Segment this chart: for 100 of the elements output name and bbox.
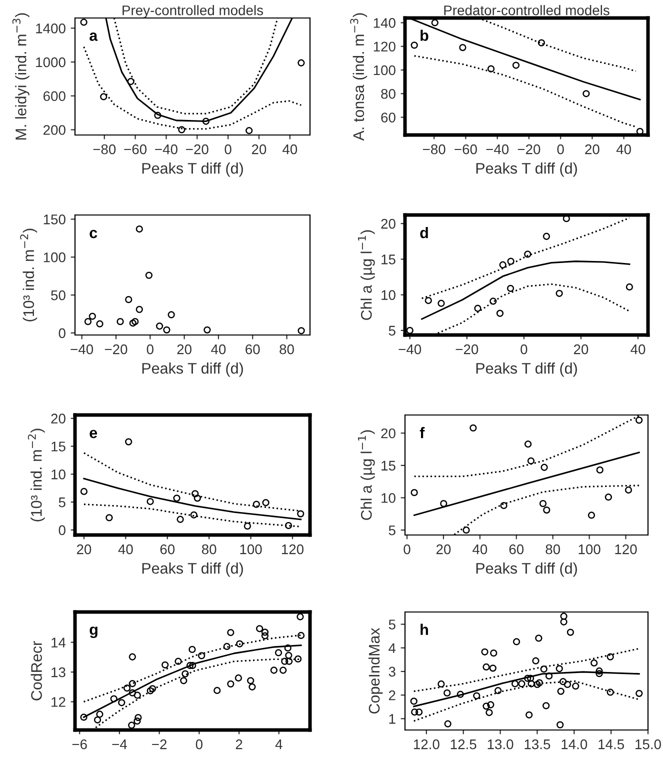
y-tick-label: 10 bbox=[382, 290, 396, 300]
x-tick-label: 20 bbox=[252, 144, 266, 154]
y-tick-label: 13 bbox=[52, 667, 66, 678]
x-tick-label: 0 bbox=[557, 144, 564, 154]
y-axis-title: Chl a (µg l$^{−1}$) bbox=[358, 430, 375, 520]
y-tick-label: 10 bbox=[382, 493, 396, 503]
y-tick-label: 80 bbox=[381, 88, 396, 99]
x-tick-label: −4 bbox=[112, 740, 127, 750]
y-tick-label: 200 bbox=[44, 125, 66, 135]
x-tick-label: 14.5 bbox=[598, 740, 624, 750]
annotation: c bbox=[90, 230, 98, 238]
x-tick-label: 15.0 bbox=[636, 739, 661, 750]
x-tick-label: −40 bbox=[486, 144, 509, 154]
x-tick-label: −20 bbox=[104, 344, 128, 354]
annotation: e bbox=[90, 430, 98, 438]
x-tick-label: 60 bbox=[160, 544, 175, 554]
x-axis-title: Peaks T diff (d) bbox=[476, 162, 577, 177]
y-tick-label: 100 bbox=[374, 65, 396, 76]
x-tick-label: 40 bbox=[472, 544, 488, 554]
y-tick-label: 10 bbox=[52, 469, 66, 480]
x-tick-label: −6 bbox=[72, 739, 87, 750]
x-tick-label: 0 bbox=[520, 344, 528, 354]
x-tick-label: 13.0 bbox=[488, 739, 514, 750]
x-tick-label: 80 bbox=[280, 344, 294, 354]
x-tick-label: −40 bbox=[398, 344, 422, 354]
annotation: d bbox=[420, 227, 428, 238]
y-tick-label: 1 bbox=[389, 714, 396, 724]
y-axis-title: (10³ ind. m$^{−2}$) bbox=[28, 428, 45, 522]
x-tick-label: 20 bbox=[585, 144, 600, 154]
x-tick-label: 100 bbox=[240, 544, 262, 554]
x-tick-label: −80 bbox=[93, 144, 116, 154]
chart-title: Predator-controlled models bbox=[444, 5, 610, 16]
y-tick-label: 20 bbox=[381, 218, 396, 229]
y-tick-label: 0 bbox=[58, 328, 66, 338]
y-tick-label: 15 bbox=[52, 442, 66, 452]
x-tick-label: −60 bbox=[454, 144, 477, 154]
y-tick-label: 14 bbox=[52, 638, 66, 648]
x-tick-label: 40 bbox=[118, 544, 133, 554]
x-tick-label: 20 bbox=[76, 544, 92, 554]
y-tick-label: 20 bbox=[51, 414, 66, 424]
y-tick-label: 600 bbox=[44, 91, 66, 102]
y-tick-label: 0 bbox=[58, 525, 66, 536]
x-tick-label: 40 bbox=[630, 344, 646, 354]
y-tick-label: 5 bbox=[58, 498, 66, 508]
y-tick-label: 120 bbox=[374, 42, 396, 52]
x-tick-label: 120 bbox=[282, 544, 304, 554]
x-tick-label: −40 bbox=[70, 344, 94, 354]
x-axis-title: Peaks T diff (d) bbox=[142, 362, 243, 377]
x-tick-label: 0 bbox=[224, 144, 232, 154]
y-tick-label: 60 bbox=[381, 112, 396, 122]
x-tick-label: 80 bbox=[546, 544, 560, 554]
x-tick-label: 20 bbox=[177, 344, 192, 354]
x-tick-label: −2 bbox=[152, 739, 167, 750]
annotation: b bbox=[420, 30, 428, 41]
x-tick-label: 20 bbox=[574, 344, 588, 354]
x-tick-label: −40 bbox=[155, 144, 178, 154]
y-axis-title: (10³ ind. m$^{−2}$) bbox=[20, 228, 38, 322]
y-axis-title: CodRecr bbox=[30, 641, 42, 700]
x-tick-label: 12.5 bbox=[450, 739, 476, 750]
y-tick-label: 15 bbox=[382, 460, 396, 471]
y-axis-title: CopeIndMax bbox=[368, 628, 383, 714]
y-tick-label: 20 bbox=[381, 428, 396, 438]
annotation: g bbox=[90, 626, 98, 638]
y-axis-title: A. tonsa (ind. m$^{−3}$) bbox=[350, 13, 368, 141]
y-tick-label: 100 bbox=[44, 252, 66, 262]
y-tick-label: 50 bbox=[51, 290, 66, 300]
x-tick-label: 0 bbox=[146, 344, 154, 354]
y-tick-label: 2 bbox=[388, 690, 396, 700]
annotation: f bbox=[420, 427, 425, 438]
x-axis-title: Peaks T diff (d) bbox=[142, 162, 243, 177]
x-axis-title: Peaks T diff (d) bbox=[476, 562, 577, 577]
x-tick-label: 120 bbox=[615, 544, 637, 554]
y-axis-title: M. leidyi (ind. m$^{−3}$) bbox=[12, 13, 30, 140]
y-axis-title: Chl a (µg l$^{−1}$) bbox=[358, 230, 375, 320]
x-tick-label: 12.0 bbox=[414, 739, 440, 750]
x-tick-label: 100 bbox=[578, 544, 600, 554]
x-tick-label: 4 bbox=[275, 740, 282, 750]
x-tick-label: 20 bbox=[436, 544, 451, 554]
x-tick-label: −60 bbox=[124, 144, 147, 154]
x-tick-label: 0 bbox=[196, 739, 202, 750]
y-tick-label: 1000 bbox=[36, 57, 66, 68]
x-tick-label: −20 bbox=[456, 344, 478, 354]
x-tick-label: −80 bbox=[422, 144, 446, 154]
x-axis-title: Peaks T diff (d) bbox=[142, 562, 243, 577]
x-tick-label: 60 bbox=[509, 544, 524, 554]
y-tick-label: 150 bbox=[44, 214, 66, 224]
x-tick-label: 40 bbox=[282, 144, 298, 154]
x-tick-label: 40 bbox=[616, 144, 631, 154]
y-tick-label: 5 bbox=[388, 526, 396, 536]
y-tick-label: 3 bbox=[388, 666, 396, 677]
x-tick-label: −20 bbox=[518, 144, 540, 154]
x-tick-label: 80 bbox=[202, 544, 216, 554]
annotation: h bbox=[420, 624, 428, 635]
annotation: a bbox=[90, 32, 98, 41]
chart-title: Prey-controlled models bbox=[122, 5, 264, 18]
y-tick-label: 140 bbox=[374, 18, 396, 28]
y-tick-label: 5 bbox=[388, 326, 396, 336]
x-tick-label: −20 bbox=[186, 144, 208, 154]
x-axis-title: Peaks T diff (d) bbox=[476, 362, 577, 377]
x-tick-label: 0 bbox=[404, 544, 410, 554]
